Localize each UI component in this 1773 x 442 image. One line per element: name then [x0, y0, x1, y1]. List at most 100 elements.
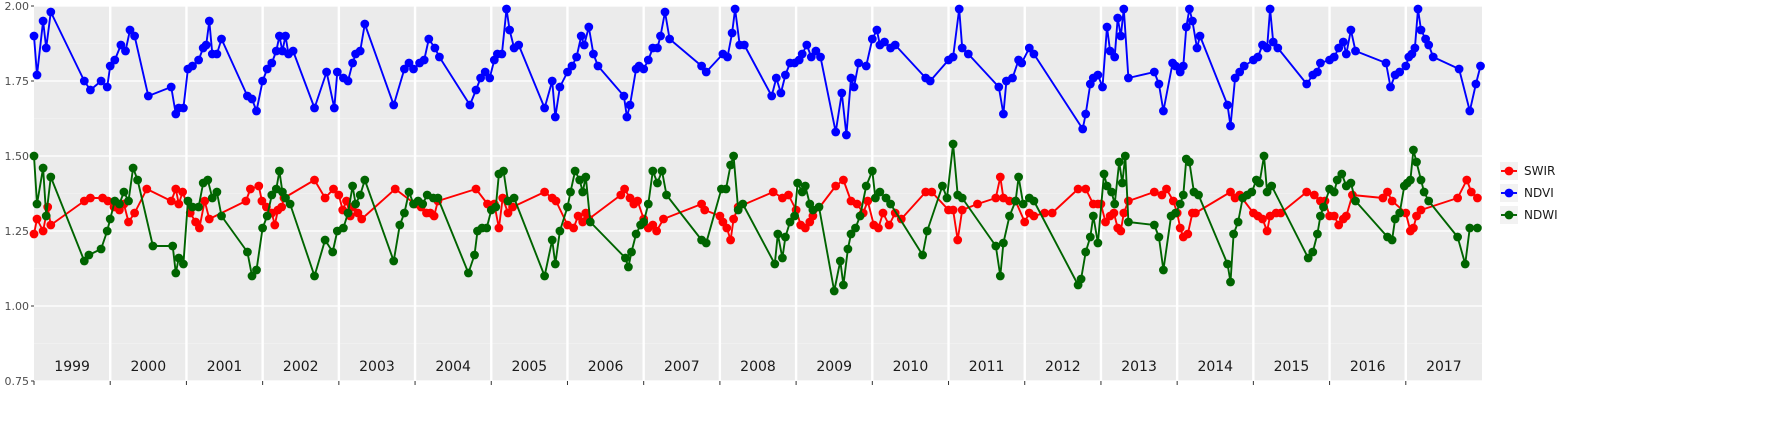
data-point-ndvi — [1154, 79, 1164, 89]
year-label: 2006 — [588, 359, 624, 375]
data-point-ndwi — [1223, 259, 1232, 269]
data-point-ndvi — [1185, 4, 1194, 14]
data-point-ndwi — [778, 253, 787, 263]
year-label: 2012 — [1045, 359, 1081, 375]
data-point-ndwi — [285, 199, 295, 209]
data-point-ndvi — [540, 103, 549, 113]
data-point-ndwi — [464, 268, 473, 278]
legend: SWIR NDVI NDWI — [1500, 162, 1558, 224]
data-point-swir — [103, 196, 113, 206]
year-strip-labels: 1999 2000 2001 2002 2003 2004 2005 2006 2007 2008… — [33, 359, 1462, 385]
data-point-ndvi — [639, 64, 649, 74]
data-point-ndvi — [1313, 67, 1322, 77]
data-point-ndwi — [79, 256, 89, 266]
data-point-ndvi — [116, 40, 126, 50]
data-point-ndvi — [890, 40, 900, 50]
data-point-ndvi — [665, 34, 674, 44]
data-point-ndvi — [1230, 73, 1240, 83]
data-point-swir — [503, 208, 513, 218]
data-point-swir — [1020, 217, 1030, 227]
year-label: 2005 — [512, 359, 548, 375]
data-point-swir — [1191, 208, 1200, 218]
data-point-ndvi — [861, 61, 871, 71]
data-point-ndwi — [258, 223, 267, 233]
data-point-swir — [884, 220, 894, 230]
data-point-ndvi — [739, 40, 749, 50]
data-point-ndwi — [1255, 178, 1264, 188]
data-point-swir — [700, 205, 710, 215]
data-point-swir — [1383, 187, 1392, 197]
data-point-ndvi — [96, 76, 106, 86]
year-label: 2013 — [1121, 359, 1157, 375]
data-point-swir — [878, 208, 888, 218]
data-point-ndwi — [105, 214, 115, 224]
data-point-ndvi — [994, 82, 1004, 92]
data-point-ndwi — [194, 202, 204, 212]
data-point-ndvi — [46, 7, 56, 17]
data-point-ndwi — [563, 202, 572, 212]
data-point-ndvi — [102, 82, 112, 92]
data-point-ndvi — [424, 34, 434, 44]
data-point-ndwi — [839, 280, 848, 290]
data-point-ndvi — [1253, 52, 1263, 62]
data-point-ndwi — [1319, 202, 1328, 212]
data-point-ndvi — [1178, 61, 1188, 71]
data-point-ndwi — [991, 241, 1001, 251]
data-point-swir — [948, 205, 958, 215]
data-point-ndvi — [1008, 73, 1017, 83]
data-point-ndwi — [773, 229, 783, 239]
data-point-swir — [1168, 196, 1178, 206]
data-point-ndvi — [166, 82, 176, 92]
data-point-ndvi — [130, 31, 140, 41]
data-point-ndwi — [922, 226, 932, 236]
data-point-ndvi — [247, 94, 257, 104]
data-point-ndvi — [204, 16, 214, 26]
data-point-ndwi — [881, 193, 891, 203]
data-point-ndvi — [555, 82, 565, 92]
year-label: 1999 — [54, 359, 90, 375]
data-point-swir — [1162, 184, 1171, 194]
data-point-ndwi — [1076, 274, 1086, 284]
data-point-ndwi — [38, 163, 48, 173]
data-point-swir — [494, 223, 504, 233]
data-point-ndvi — [1226, 121, 1235, 131]
data-point-ndvi — [1124, 73, 1133, 83]
data-point-ndvi — [281, 31, 290, 41]
data-point-ndwi — [639, 217, 649, 227]
data-point-ndwi — [418, 199, 428, 209]
data-point-swir — [1387, 196, 1397, 206]
data-point-ndvi — [201, 40, 211, 50]
data-point-swir — [921, 187, 931, 197]
data-point-ndvi — [502, 4, 511, 14]
data-point-ndvi — [619, 91, 629, 101]
legend-label: NDWI — [1524, 208, 1558, 222]
data-point-ndwi — [790, 211, 799, 221]
data-point-ndwi — [1453, 232, 1462, 242]
data-point-swir — [852, 199, 862, 209]
data-point-swir — [241, 196, 251, 206]
data-point-swir — [1466, 187, 1476, 197]
data-point-ndwi — [1093, 238, 1103, 248]
data-point-ndvi — [465, 100, 475, 110]
data-point-swir — [254, 181, 264, 191]
data-point-ndwi — [1419, 187, 1429, 197]
data-point-ndvi — [1181, 22, 1191, 32]
data-point-ndwi — [1229, 229, 1238, 239]
data-point-ndwi — [389, 256, 399, 266]
data-point-ndwi — [339, 223, 348, 233]
data-point-ndwi — [627, 247, 636, 257]
data-point-ndwi — [119, 187, 129, 197]
data-point-ndwi — [653, 178, 662, 188]
year-label: 2001 — [207, 359, 243, 375]
data-point-ndwi — [578, 187, 588, 197]
data-point-ndwi — [1029, 196, 1039, 206]
data-point-ndvi — [963, 49, 973, 59]
legend-label: NDVI — [1524, 186, 1554, 200]
data-point-ndvi — [1081, 109, 1091, 119]
year-label: 2003 — [359, 359, 395, 375]
data-point-swir — [1124, 196, 1133, 206]
data-point-ndwi — [1329, 187, 1339, 197]
series-ndvi — [29, 4, 1485, 140]
data-point-ndwi — [1226, 277, 1235, 287]
